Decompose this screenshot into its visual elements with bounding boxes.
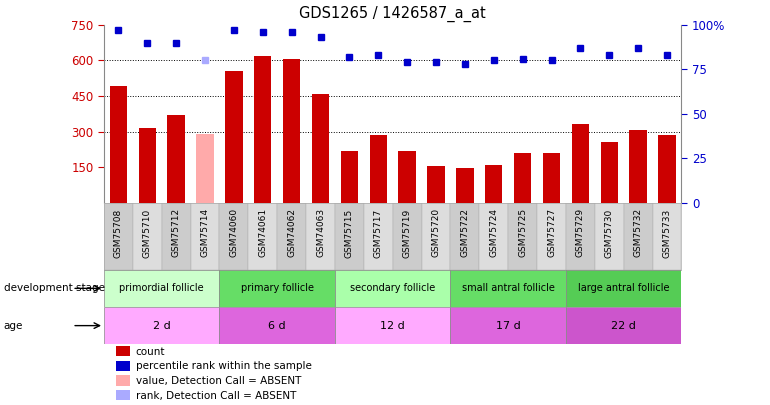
Bar	[566, 270, 681, 307]
Text: rank, Detection Call = ABSENT: rank, Detection Call = ABSENT	[136, 391, 296, 401]
Title: GDS1265 / 1426587_a_at: GDS1265 / 1426587_a_at	[300, 6, 486, 22]
Bar	[254, 55, 272, 203]
Bar	[116, 346, 130, 356]
Text: GSM75729: GSM75729	[576, 208, 585, 257]
Text: GSM75715: GSM75715	[345, 208, 354, 258]
Bar	[537, 203, 566, 270]
Text: 17 d: 17 d	[496, 321, 521, 330]
Bar	[226, 71, 243, 203]
Bar	[479, 203, 508, 270]
Bar	[595, 203, 624, 270]
Bar	[191, 203, 219, 270]
Bar	[306, 203, 335, 270]
Text: secondary follicle: secondary follicle	[350, 284, 435, 293]
Text: 2 d: 2 d	[152, 321, 171, 330]
Text: 12 d: 12 d	[380, 321, 405, 330]
Bar	[110, 87, 127, 203]
Bar	[658, 135, 676, 203]
Bar	[248, 203, 277, 270]
Bar	[450, 270, 566, 307]
Text: GSM75708: GSM75708	[114, 208, 123, 258]
Bar	[277, 203, 306, 270]
Text: value, Detection Call = ABSENT: value, Detection Call = ABSENT	[136, 376, 301, 386]
Bar	[624, 203, 653, 270]
Bar	[399, 151, 416, 203]
Text: GSM75730: GSM75730	[604, 208, 614, 258]
Bar	[335, 270, 450, 307]
Bar	[312, 94, 330, 203]
Bar	[571, 124, 589, 203]
Text: GSM74063: GSM74063	[316, 208, 325, 257]
Bar	[601, 142, 618, 203]
Bar	[485, 165, 502, 203]
Text: GSM75725: GSM75725	[518, 208, 527, 257]
Bar	[116, 361, 130, 371]
Bar	[456, 168, 474, 203]
Bar	[630, 130, 647, 203]
Text: GSM75724: GSM75724	[489, 208, 498, 257]
Bar	[363, 203, 393, 270]
Bar	[653, 203, 681, 270]
Bar	[196, 134, 214, 203]
Text: primordial follicle: primordial follicle	[119, 284, 204, 293]
Bar	[132, 203, 162, 270]
Bar	[340, 151, 358, 203]
Bar	[168, 115, 185, 203]
Bar	[450, 307, 566, 344]
Text: small antral follicle: small antral follicle	[462, 284, 554, 293]
Bar	[422, 203, 450, 270]
Text: development stage: development stage	[4, 284, 105, 293]
Text: 22 d: 22 d	[611, 321, 636, 330]
Text: age: age	[4, 321, 23, 330]
Bar	[104, 307, 219, 344]
Bar	[335, 203, 363, 270]
Bar	[427, 166, 444, 203]
Text: GSM75710: GSM75710	[142, 208, 152, 258]
Text: count: count	[136, 347, 166, 357]
Bar	[335, 307, 450, 344]
Text: GSM75720: GSM75720	[431, 208, 440, 257]
Bar	[219, 307, 335, 344]
Text: percentile rank within the sample: percentile rank within the sample	[136, 361, 312, 371]
Bar	[508, 203, 537, 270]
Bar	[283, 59, 300, 203]
Text: GSM75727: GSM75727	[547, 208, 556, 257]
Text: GSM75719: GSM75719	[403, 208, 412, 258]
Bar	[566, 307, 681, 344]
Bar	[393, 203, 422, 270]
Text: GSM75712: GSM75712	[172, 208, 181, 257]
Text: GSM75714: GSM75714	[200, 208, 209, 257]
Text: primary follicle: primary follicle	[241, 284, 313, 293]
Bar	[104, 203, 132, 270]
Text: GSM75722: GSM75722	[460, 208, 470, 257]
Text: GSM74061: GSM74061	[258, 208, 267, 257]
Text: GSM75732: GSM75732	[634, 208, 643, 257]
Bar	[219, 270, 335, 307]
Bar	[219, 203, 248, 270]
Bar	[566, 203, 595, 270]
Bar	[514, 153, 531, 203]
Bar	[139, 128, 156, 203]
Text: GSM75717: GSM75717	[373, 208, 383, 258]
Text: GSM75733: GSM75733	[662, 208, 671, 258]
Bar	[543, 153, 560, 203]
Bar	[116, 375, 130, 386]
Text: GSM74060: GSM74060	[229, 208, 239, 257]
Text: GSM74062: GSM74062	[287, 208, 296, 257]
Bar	[116, 390, 130, 401]
Text: large antral follicle: large antral follicle	[578, 284, 669, 293]
Bar	[370, 135, 387, 203]
Bar	[162, 203, 191, 270]
Bar	[104, 270, 219, 307]
Text: 6 d: 6 d	[269, 321, 286, 330]
Bar	[450, 203, 479, 270]
